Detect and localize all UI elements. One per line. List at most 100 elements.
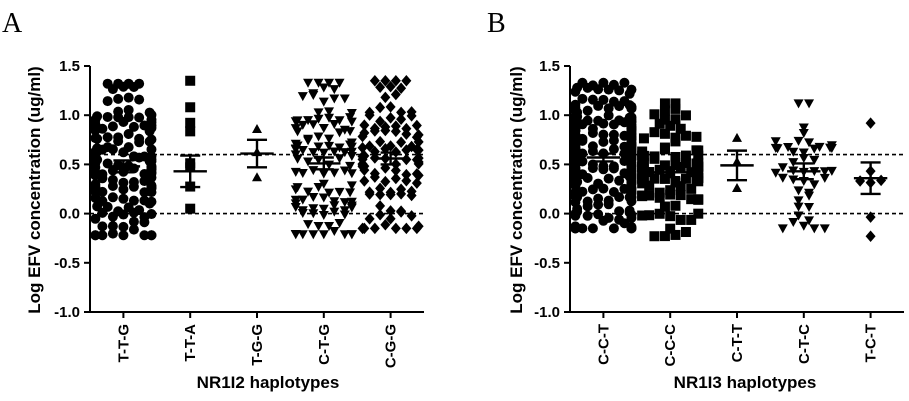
data-point	[608, 163, 619, 174]
data-point	[390, 75, 401, 87]
data-point	[92, 154, 103, 165]
data-point	[401, 222, 412, 235]
data-point	[732, 183, 742, 193]
plot-area: 1.5 1.0 0.5 0.0 -0.5 -1.0 T-T-G T-T-A T-G-G C-T-G…	[54, 58, 424, 368]
data-point	[577, 156, 588, 167]
data-point	[346, 230, 357, 240]
y-tick-label: 0.5	[59, 156, 80, 173]
data-point	[90, 119, 101, 130]
data-point	[665, 211, 676, 222]
data-point	[587, 223, 598, 234]
data-point	[369, 171, 380, 183]
y-tick-label: -0.5	[54, 255, 80, 272]
data-point	[318, 193, 329, 203]
data-point	[649, 127, 660, 138]
data-point	[390, 125, 401, 138]
data-point	[390, 172, 401, 185]
data-point	[146, 172, 157, 183]
data-point	[380, 175, 391, 188]
data-point	[865, 117, 876, 129]
data-point	[339, 148, 350, 158]
data-point	[364, 109, 375, 121]
data-point	[587, 127, 598, 138]
data-point	[118, 209, 129, 220]
data-point	[614, 192, 625, 203]
data-point	[577, 135, 588, 146]
data-point	[313, 142, 324, 152]
data-point	[318, 230, 329, 240]
data-point	[693, 208, 704, 219]
x-tick-label: T-C-T	[863, 324, 880, 362]
data-point	[303, 136, 314, 146]
data-point	[118, 221, 129, 232]
data-point	[608, 144, 619, 155]
data-point	[406, 210, 417, 222]
data-point	[686, 194, 697, 205]
data-point	[401, 168, 412, 181]
data-point	[686, 167, 697, 178]
data-point	[626, 143, 637, 154]
data-point	[732, 132, 742, 142]
panel-b: B Log EFV concentration (ug/ml) NR1I3 ha…	[487, 8, 904, 392]
data-point	[303, 116, 314, 126]
data-point	[313, 114, 324, 124]
data-point	[185, 102, 196, 113]
y-tick-label: 1.0	[59, 107, 80, 124]
data-point	[693, 194, 704, 205]
data-point	[396, 106, 407, 119]
x-tick-label: C-G-G	[383, 324, 400, 368]
data-point	[390, 88, 401, 101]
data-point	[614, 101, 625, 112]
y-tick-label: 1.5	[59, 58, 80, 75]
data-point	[364, 213, 375, 225]
data-point	[670, 200, 681, 211]
data-point	[292, 183, 303, 193]
data-point	[318, 169, 329, 179]
data-point	[346, 201, 357, 211]
data-point	[139, 230, 150, 241]
data-point	[339, 198, 350, 208]
data-point	[128, 181, 139, 192]
data-point	[318, 204, 329, 214]
data-point	[670, 114, 681, 125]
data-point	[380, 124, 391, 137]
data-point	[659, 160, 670, 171]
data-point	[598, 183, 609, 194]
data-point	[572, 206, 583, 217]
data-point	[777, 173, 788, 183]
y-tick-label: 0.0	[539, 206, 560, 223]
x-tick-label: C-T-G	[316, 324, 333, 365]
data-point	[670, 177, 681, 188]
data-point	[359, 175, 370, 187]
data-point	[90, 162, 101, 173]
data-point	[128, 216, 139, 227]
data-point	[303, 187, 314, 197]
data-point	[185, 75, 196, 86]
data-point	[804, 138, 815, 148]
data-point	[375, 115, 386, 128]
data-point	[396, 113, 407, 126]
data-point	[626, 212, 637, 223]
data-point	[693, 162, 704, 173]
data-point	[308, 91, 319, 101]
data-point	[654, 192, 665, 203]
data-point	[413, 129, 424, 141]
data-point	[318, 97, 329, 107]
data-point	[329, 120, 340, 130]
data-point	[144, 198, 155, 209]
data-point	[819, 173, 830, 183]
data-point	[359, 127, 370, 139]
data-point	[308, 204, 319, 214]
data-point	[626, 116, 637, 127]
data-point	[637, 191, 648, 202]
data-point	[637, 162, 648, 173]
data-point	[665, 223, 676, 234]
data-point	[113, 93, 124, 104]
data-point	[334, 187, 345, 197]
data-point	[313, 222, 324, 232]
data-point	[329, 168, 340, 178]
data-point	[619, 77, 630, 88]
data-point	[297, 230, 308, 240]
data-point	[593, 199, 604, 210]
data-point	[582, 172, 593, 183]
